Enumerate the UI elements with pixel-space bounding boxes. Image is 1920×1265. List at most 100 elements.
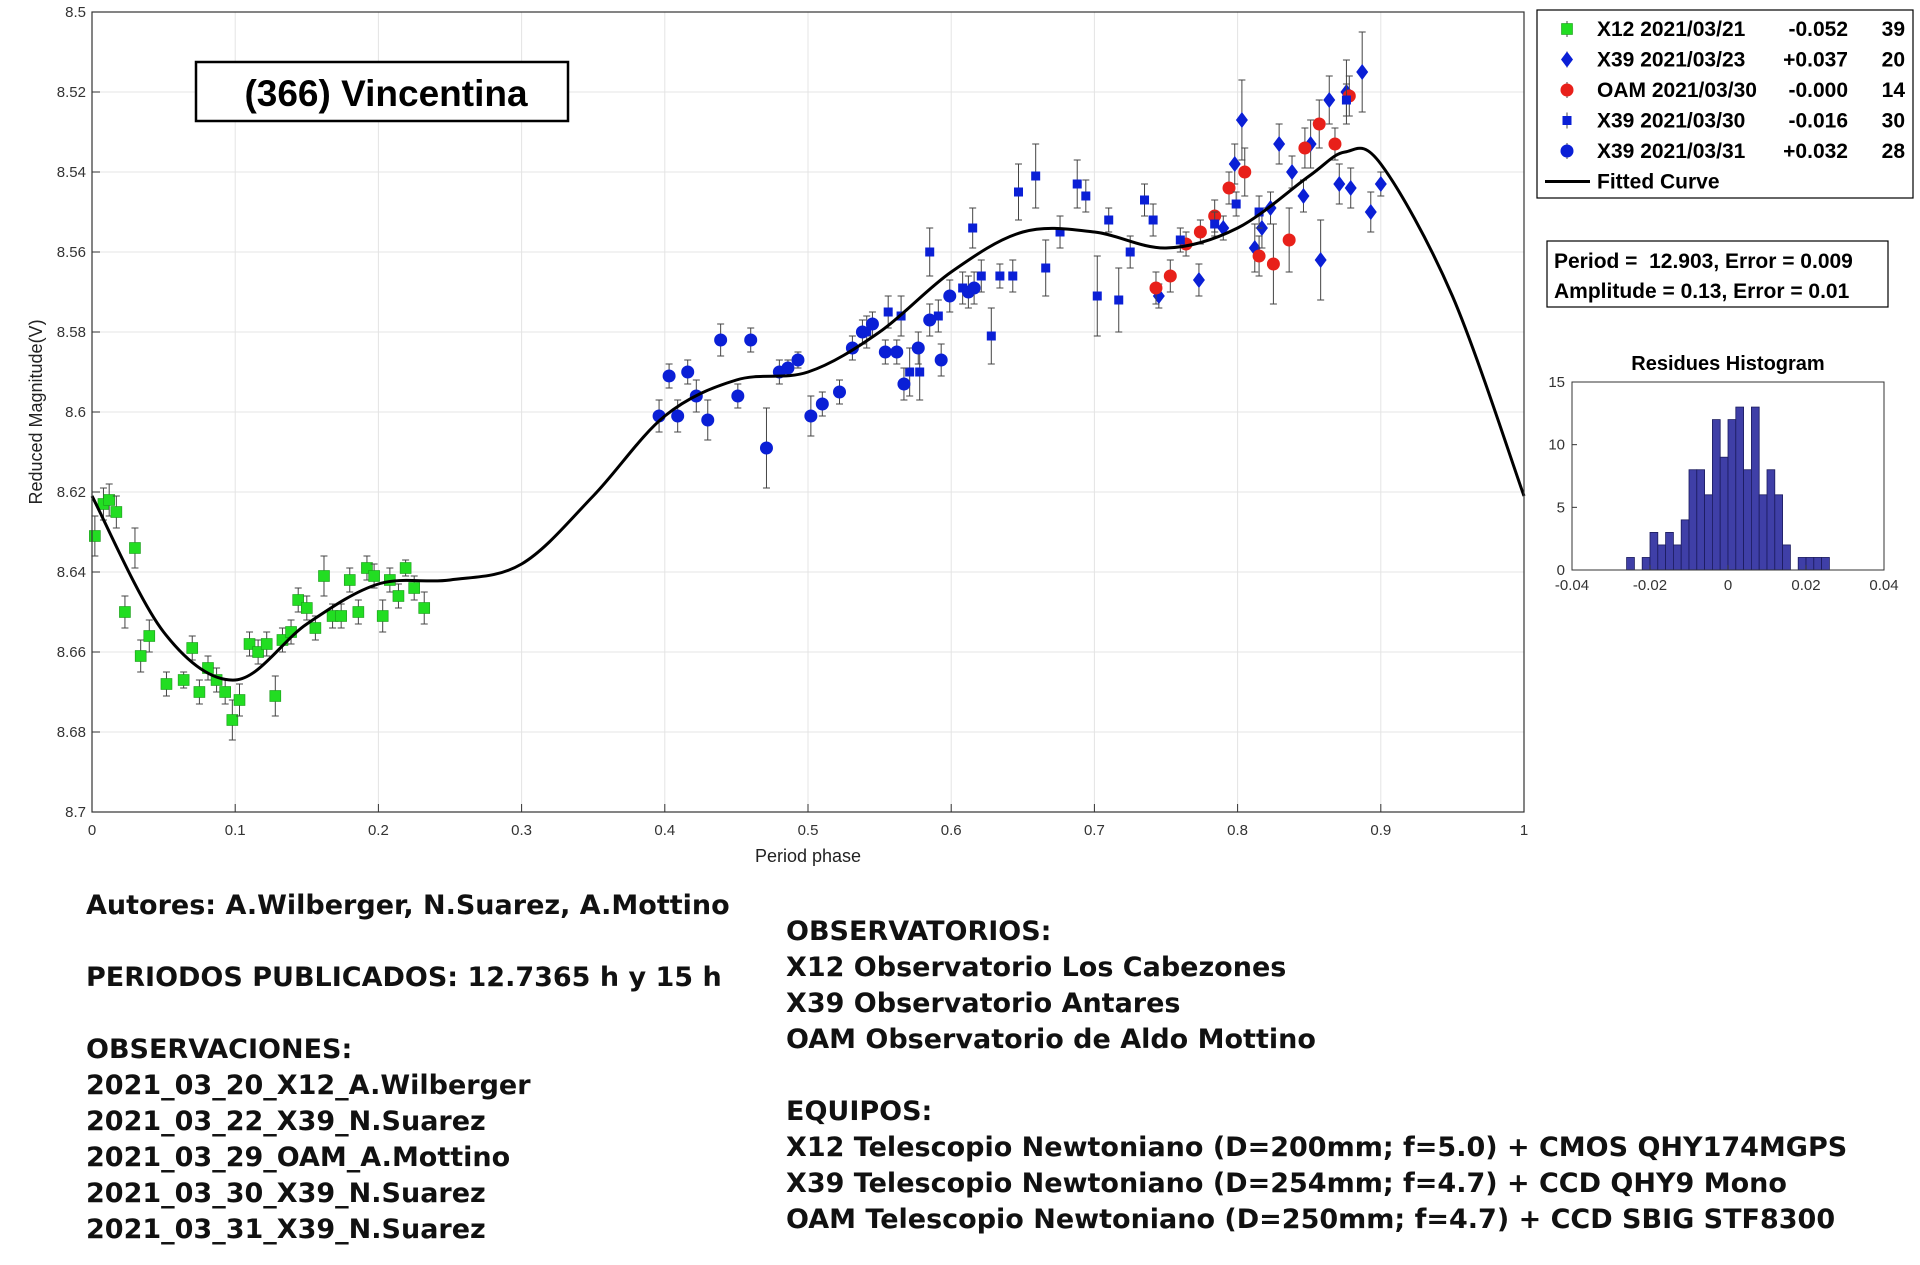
data-point (791, 353, 805, 367)
histogram-bar (1704, 494, 1713, 571)
x-tick-label: 0.8 (1227, 822, 1248, 839)
data-point (408, 582, 421, 594)
histogram-bar (1626, 557, 1635, 571)
data-point (352, 606, 365, 618)
legend-item: X39 2021/03/31 +0.032 28 (1560, 140, 1905, 163)
histogram-bar (1797, 557, 1807, 571)
data-point (1235, 112, 1248, 128)
histogram-bars (1626, 406, 1830, 571)
histogram-bar (1774, 494, 1784, 571)
data-point (309, 622, 322, 634)
legend-offset: -0.000 (1788, 79, 1848, 102)
legend-label: X39 2021/03/31 (1597, 140, 1746, 163)
y-tick-label: 8.66 (57, 644, 86, 661)
legend-marker (1560, 83, 1574, 97)
data-point (731, 389, 745, 403)
histogram-x-tick-label: 0.02 (1791, 577, 1820, 594)
data-point (392, 590, 405, 602)
legend-item: OAM 2021/03/30 -0.000 14 (1560, 79, 1906, 102)
histogram-bar (1735, 406, 1745, 571)
data-point (925, 247, 935, 257)
data-point (878, 345, 892, 359)
legend-label: X39 2021/03/30 (1597, 110, 1745, 133)
equipment-item: X39 Telescopio Newtoniano (D=254mm; f=4.… (786, 1168, 1787, 1199)
histogram-bar (1782, 544, 1791, 571)
histogram-x-tick-label: 0 (1724, 577, 1732, 594)
data-point (1163, 269, 1177, 283)
histogram-bar (1743, 469, 1752, 571)
data-point (1254, 207, 1264, 217)
data-point (915, 367, 925, 377)
data-point (934, 353, 948, 367)
data-point (160, 678, 173, 690)
data-point (933, 311, 943, 321)
y-tick-label: 8.64 (57, 564, 86, 581)
y-tick-label: 8.68 (57, 724, 86, 741)
data-point (368, 570, 380, 582)
data-point (1193, 225, 1207, 239)
data-point (1104, 215, 1114, 225)
equipment-item: OAM Telescopio Newtoniano (D=250mm; f=4.… (786, 1204, 1836, 1235)
data-point (129, 542, 141, 554)
histogram-bar (1641, 557, 1651, 571)
y-tick-label: 8.58 (57, 324, 86, 341)
data-point (1298, 141, 1312, 155)
x-tick-label: 0.6 (941, 822, 962, 839)
data-point (143, 630, 156, 642)
legend-label: X12 2021/03/21 (1597, 18, 1746, 41)
data-point (833, 385, 847, 399)
equipment-title: EQUIPOS: (786, 1096, 933, 1127)
data-point (1192, 272, 1205, 288)
residues-histogram: Residues Histogram -0.04 -0.02 0 0.02 0.04 0 5… (1548, 353, 1898, 594)
data-point (1148, 215, 1158, 225)
histogram-y-tick-label: 0 (1557, 562, 1565, 579)
data-point (134, 650, 147, 662)
axes: 0 0.1 0.2 0.3 0.4 0.5 0.6 0.7 0.8 0.9 1 8.5 8.52 8.54… (57, 4, 1528, 839)
observation-item: 2021_03_29_OAM_A.Mottino (86, 1142, 511, 1173)
data-point (1312, 117, 1326, 131)
legend-marker (1561, 23, 1573, 35)
x-tick-label: 0.4 (654, 822, 675, 839)
x-tick-label: 0.3 (511, 822, 532, 839)
data-point (897, 377, 911, 391)
y-tick-label: 8.52 (57, 84, 86, 101)
legend-label: Fitted Curve (1597, 171, 1720, 194)
data-point (815, 397, 829, 411)
observatory-item: X12 Observatorio Los Cabezones (786, 952, 1287, 983)
data-point (219, 686, 231, 698)
legend-offset: -0.052 (1788, 18, 1848, 41)
histogram-frame (1571, 381, 1885, 571)
histogram-bar (1813, 557, 1823, 571)
data-point (292, 594, 305, 606)
data-point (1092, 291, 1102, 301)
data-point (865, 317, 879, 331)
data-point (1125, 247, 1135, 257)
observation-item: 2021_03_30_X39_N.Suarez (86, 1178, 486, 1209)
period-info: Period = 12.903, Error = 0.009 (1554, 250, 1853, 273)
legend-count: 14 (1882, 79, 1906, 102)
histogram-y-tick-label: 5 (1557, 499, 1565, 516)
y-tick-label: 8.7 (65, 804, 86, 821)
histogram-x-tick-label: -0.04 (1555, 577, 1589, 594)
legend-count: 20 (1882, 49, 1905, 72)
data-point (1041, 263, 1051, 273)
data-point (671, 409, 685, 423)
x-tick-label: 0 (88, 822, 96, 839)
legend-label: X39 2021/03/23 (1597, 49, 1745, 72)
observatory-item: OAM Observatorio de Aldo Mottino (786, 1024, 1316, 1055)
data-point (1149, 281, 1163, 295)
histogram-y-tick-label: 10 (1548, 437, 1565, 454)
data-point (269, 690, 282, 702)
data-point (233, 694, 246, 706)
y-tick-label: 8.54 (57, 164, 86, 181)
data-point (744, 333, 758, 347)
observation-item: 2021_03_31_X39_N.Suarez (86, 1214, 486, 1245)
data-point (343, 574, 356, 586)
histogram-bar (1758, 494, 1768, 571)
data-point (1364, 204, 1377, 220)
data-point (781, 361, 795, 375)
data-point (252, 646, 264, 658)
data-point (714, 333, 728, 347)
observatories-title: OBSERVATORIOS: (786, 916, 1052, 947)
